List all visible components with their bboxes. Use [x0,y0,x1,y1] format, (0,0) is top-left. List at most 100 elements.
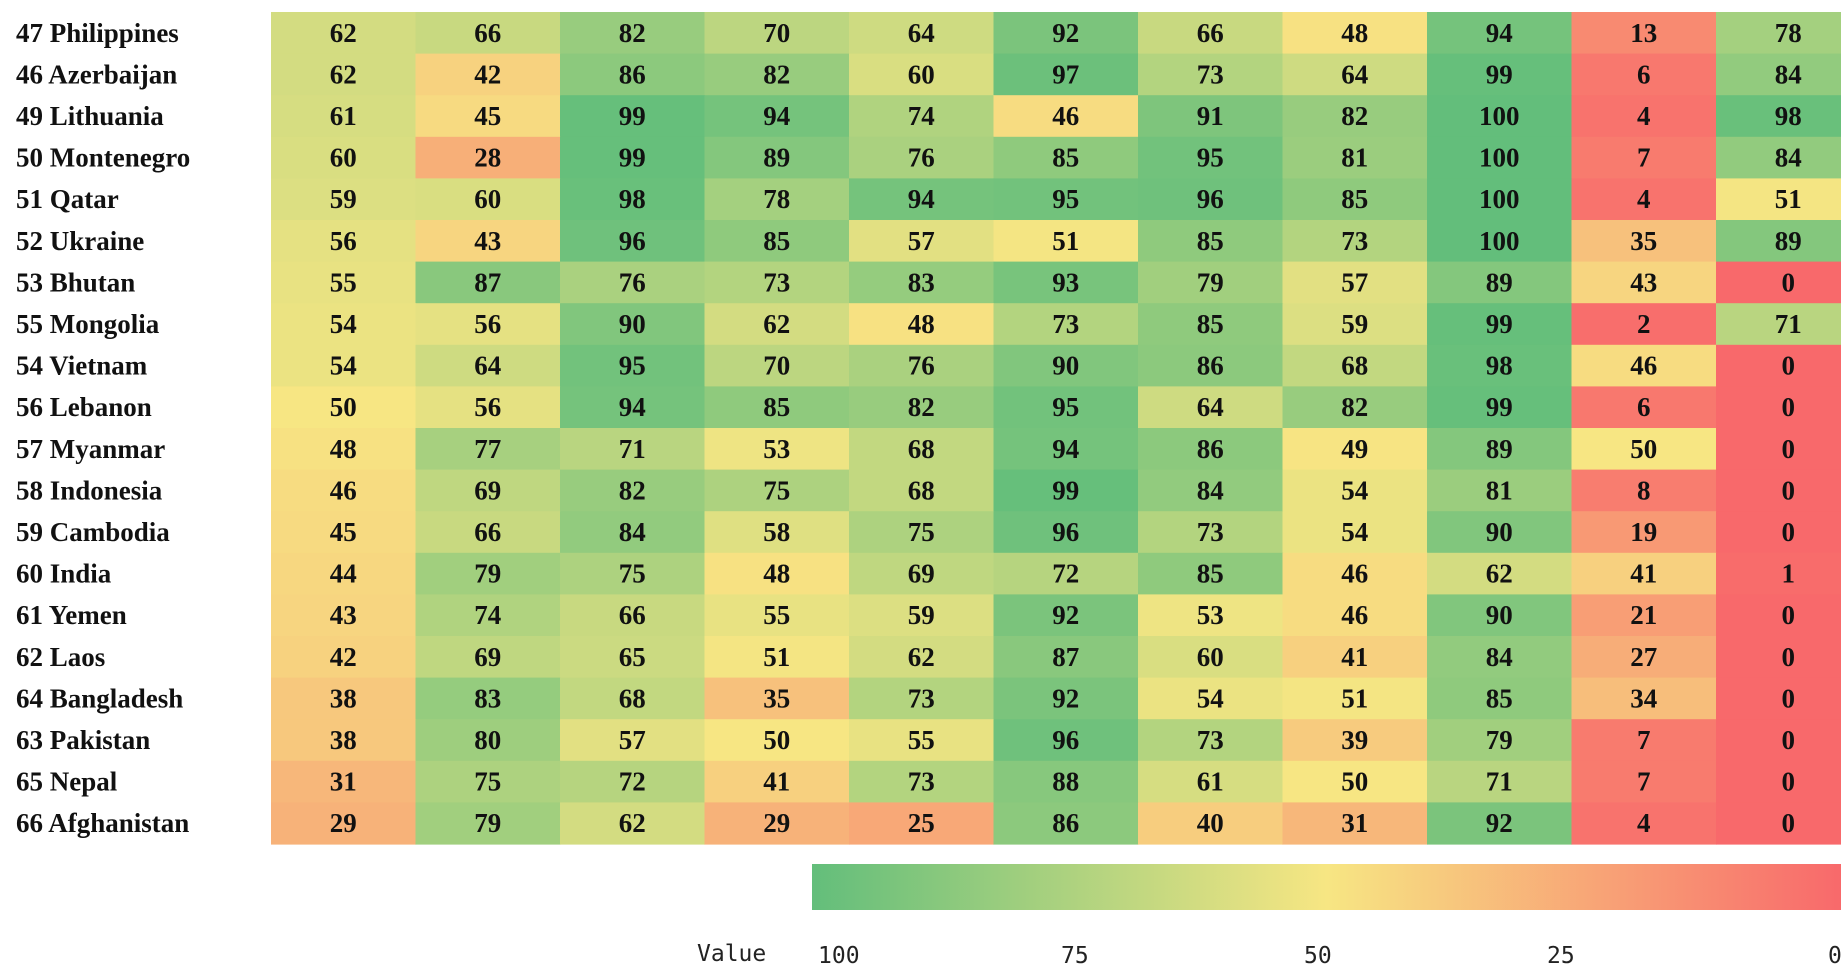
heatmap-cell [271,12,417,55]
heatmap-cell [849,53,995,96]
heatmap-cell [271,636,417,679]
cell-value: 48 [763,559,790,589]
heatmap-cell [415,469,561,512]
cell-value: 8 [1637,475,1651,505]
heatmap-cell [560,220,706,263]
cell-value: 70 [763,351,790,381]
cell-value: 6 [1637,392,1651,422]
heatmap-cell [1427,428,1573,471]
cell-value: 85 [763,226,790,256]
legend-gradient-bar [812,864,1841,910]
cell-value: 89 [1775,226,1802,256]
cell-value: 59 [330,184,357,214]
heatmap-cell [1138,760,1284,803]
heatmap-cell [271,802,417,845]
heatmap-cell [1138,677,1284,720]
cell-value: 73 [908,767,935,797]
heatmap-cell [415,594,561,637]
heatmap-cell [704,511,850,554]
cell-value: 55 [908,725,935,755]
cell-value: 64 [908,18,935,48]
cell-value: 35 [763,683,790,713]
heatmap-cell [704,303,850,346]
row-label: 50 Montenegro [16,143,190,173]
heatmap-cell [993,95,1139,138]
heatmap-cell [704,12,850,55]
cell-value: 6 [1637,59,1651,89]
heatmap-cell [1427,386,1573,429]
heatmap-cell [849,12,995,55]
cell-value: 84 [1775,59,1802,89]
cell-value: 0 [1782,517,1796,547]
cell-value: 94 [619,392,646,422]
heatmap-cell [560,594,706,637]
heatmap-cell [1571,303,1717,346]
heatmap-cell [415,303,561,346]
heatmap-cell [1138,552,1284,595]
legend-ticks: 100 75 50 25 0 [818,943,1841,969]
cell-value: 95 [1197,143,1224,173]
heatmap-cell [849,760,995,803]
cell-value: 59 [1341,309,1368,339]
cell-value: 45 [330,517,357,547]
heatmap-cell [849,552,995,595]
heatmap-cell [704,386,850,429]
heatmap-cell [1571,594,1717,637]
cell-value: 62 [330,59,357,89]
heatmap-cell [271,760,417,803]
cell-value: 0 [1782,475,1796,505]
cell-value: 76 [619,267,646,297]
cell-value: 92 [1052,683,1079,713]
heatmap-cell [415,95,561,138]
cell-value: 99 [1486,309,1513,339]
row-label: 58 Indonesia [16,475,163,505]
heatmap-cell [704,53,850,96]
cell-value: 54 [1341,517,1368,547]
row-labels: 47 Philippines 46 Azerbaijan 49 Lithuania 5… [16,18,190,838]
cell-value: 88 [1052,767,1079,797]
cell-value: 64 [474,351,501,381]
heatmap-cell [1282,136,1428,179]
cell-value: 90 [1052,351,1079,381]
cell-value: 75 [908,517,935,547]
heatmap-cell [1282,261,1428,304]
heatmap-cell [415,677,561,720]
heatmap-cell [993,636,1139,679]
heatmap-cell [704,95,850,138]
cell-value: 57 [1341,267,1368,297]
cell-value: 56 [474,309,501,339]
cell-value: 41 [1630,559,1657,589]
heatmap-cell [415,552,561,595]
cell-value: 0 [1782,434,1796,464]
heatmap-cell [993,552,1139,595]
row-label: 64 Bangladesh [16,683,183,713]
heatmap-cell [1427,303,1573,346]
cell-value: 48 [1341,18,1368,48]
cell-value: 4 [1637,184,1651,214]
heatmap-cell [271,136,417,179]
cell-value: 64 [1341,59,1368,89]
cell-value: 64 [1197,392,1224,422]
heatmap-cell [1138,802,1284,845]
cell-value: 85 [763,392,790,422]
row-label: 54 Vietnam [16,351,148,381]
cell-value: 51 [1775,184,1802,214]
heatmap-cell [560,261,706,304]
cell-value: 13 [1630,18,1657,48]
cell-value: 92 [1052,600,1079,630]
cell-value: 60 [908,59,935,89]
cell-value: 0 [1782,642,1796,672]
cell-value: 73 [763,267,790,297]
heatmap-cell [415,53,561,96]
cell-value: 84 [1486,642,1513,672]
cell-value: 60 [1197,642,1224,672]
heatmap-cell [993,178,1139,221]
heatmap-cell [1571,719,1717,762]
heatmap-cell [1282,636,1428,679]
heatmap-cell [1716,636,1841,679]
heatmap-cell [1427,552,1573,595]
heatmap-cell [271,53,417,96]
heatmap-cell [1138,344,1284,387]
heatmap-cell [415,511,561,554]
cell-value: 84 [1197,475,1224,505]
